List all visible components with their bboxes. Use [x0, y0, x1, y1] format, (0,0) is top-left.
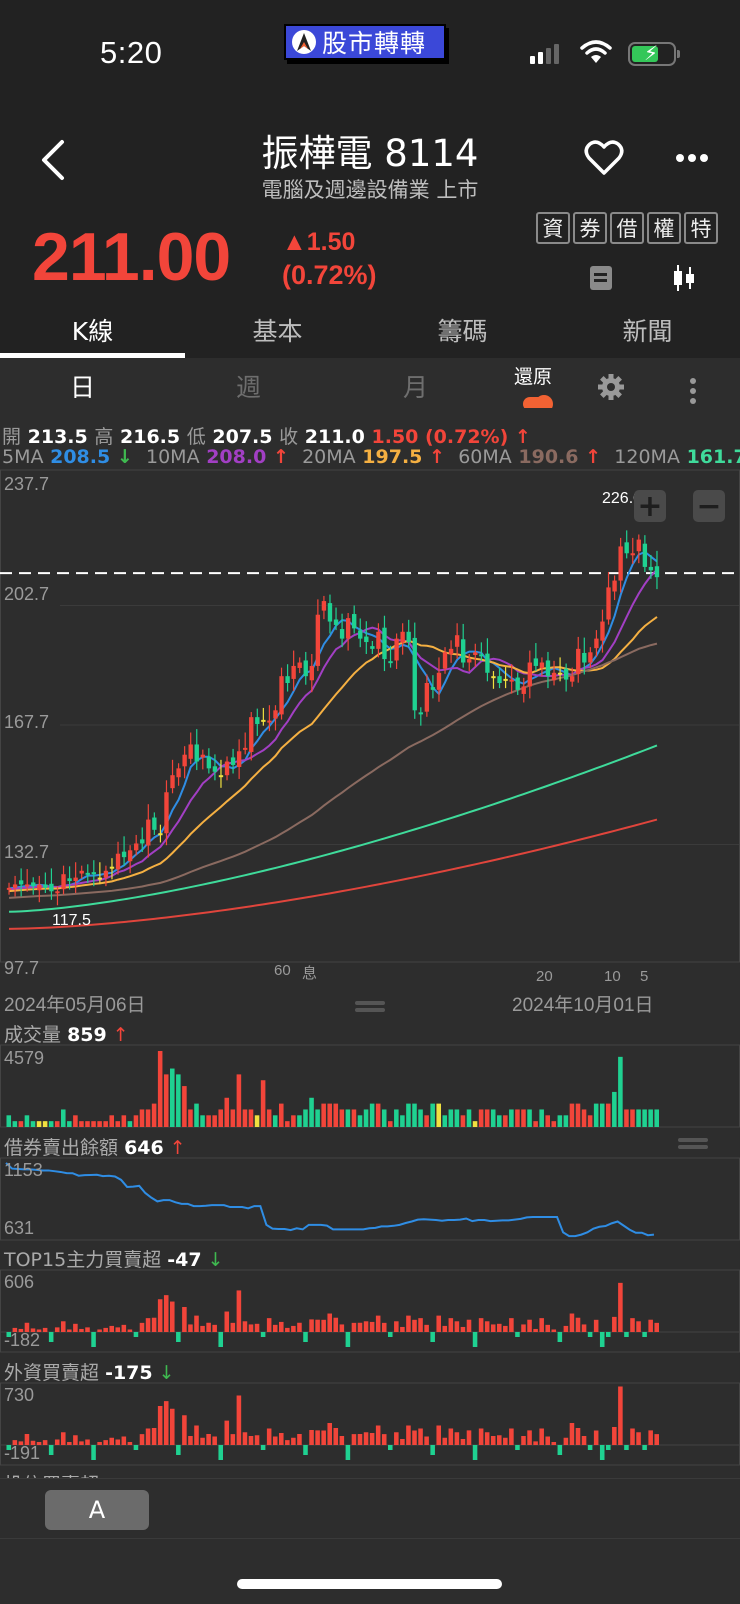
- battery-icon: ⚡: [628, 41, 680, 66]
- tab-chips[interactable]: 籌碼: [437, 317, 488, 346]
- y-label-4: 132.7: [4, 842, 50, 862]
- tab-kline[interactable]: K線: [0, 308, 185, 358]
- current-price: 211.00: [32, 219, 231, 295]
- resize-handle[interactable]: [678, 1138, 708, 1142]
- foreign-title: 外資買賣超 -175 ↓: [4, 1362, 175, 1384]
- volume-chart[interactable]: [0, 1044, 740, 1130]
- ma5-marker: 5: [640, 968, 649, 985]
- tag-warrant[interactable]: 權: [647, 212, 681, 244]
- tab-fundamentals[interactable]: 基本: [252, 317, 303, 346]
- price-change: ▲1.50: [282, 228, 356, 256]
- top15-chart[interactable]: [0, 1269, 740, 1355]
- ohlc-line: 開 213.5 高 216.5 低 207.5 收 211.0 1.50 (0.…: [2, 426, 531, 448]
- home-indicator[interactable]: [237, 1579, 502, 1589]
- stock-header: 振樺電 8114 電腦及週邊設備業 上市 211.00 ▲1.50 (0.72%…: [0, 110, 740, 350]
- y-label-min: 97.7: [4, 958, 40, 978]
- divider: [0, 1538, 740, 1539]
- tab-news[interactable]: 新聞: [622, 317, 673, 346]
- top15-title: TOP15主力買賣超 -47 ↓: [4, 1249, 224, 1271]
- brand-banner: 股市轉轉: [284, 24, 446, 60]
- period-month[interactable]: 月: [403, 373, 429, 402]
- settings-gear-icon[interactable]: [598, 374, 624, 400]
- period-week[interactable]: 週: [236, 373, 262, 402]
- top15-min-label: -182: [4, 1330, 41, 1350]
- status-time: 5:20: [100, 35, 163, 70]
- restore-label: 還原: [514, 366, 553, 388]
- volume-title: 成交量 859 ↑: [4, 1024, 129, 1046]
- end-date: 2024年10月01日: [512, 995, 654, 1016]
- note-icon[interactable]: [590, 266, 612, 290]
- back-arrow-icon[interactable]: [38, 138, 68, 182]
- period-day[interactable]: 日: [70, 373, 96, 402]
- foreign-max-label: 730: [4, 1385, 35, 1405]
- tag-margin[interactable]: 資: [536, 212, 570, 244]
- more-options-icon[interactable]: [676, 154, 708, 162]
- low-marker: 117.5: [52, 912, 91, 929]
- short-balance-title: 借券賣出餘額 646 ↑: [4, 1137, 186, 1159]
- y-label-max: 237.7: [4, 474, 50, 494]
- candlestick-chart[interactable]: [0, 469, 740, 986]
- foreign-min-label: -191: [4, 1443, 41, 1463]
- resize-handle[interactable]: [355, 1001, 385, 1005]
- favorite-heart-icon[interactable]: [584, 140, 624, 176]
- main-tabs: K線 基本 籌碼 新聞: [0, 308, 740, 358]
- brand-logo-icon: [292, 30, 316, 54]
- a-button[interactable]: A: [45, 1490, 149, 1530]
- wifi-icon: [580, 40, 612, 63]
- short-min-label: 631: [4, 1218, 35, 1238]
- y-label-2: 202.7: [4, 584, 50, 604]
- stock-industry: 電腦及週邊設備業 上市: [261, 178, 479, 202]
- ma60-marker: 60: [274, 962, 291, 979]
- chart-menu-icon[interactable]: [690, 378, 696, 404]
- ma10-marker: 10: [604, 968, 621, 985]
- tag-special[interactable]: 特: [684, 212, 718, 244]
- tag-short[interactable]: 券: [573, 212, 607, 244]
- top15-max-label: 606: [4, 1272, 35, 1292]
- short-max-label: 1153: [4, 1160, 43, 1180]
- volume-max-label: 4579: [4, 1048, 45, 1068]
- stock-title: 振樺電 8114: [261, 132, 479, 175]
- y-label-3: 167.7: [4, 712, 50, 732]
- stock-tags: 資 券 借 權 特: [536, 212, 718, 244]
- signal-icon: [530, 44, 559, 64]
- tag-borrow[interactable]: 借: [610, 212, 644, 244]
- zoom-in-button[interactable]: +: [634, 489, 666, 524]
- trust-title: 投信買賣超: [4, 1470, 99, 1478]
- ma20-marker: 20: [536, 968, 553, 985]
- zoom-out-button[interactable]: −: [693, 489, 725, 524]
- short-balance-chart[interactable]: [0, 1157, 740, 1243]
- high-marker: 226.0: [602, 490, 643, 507]
- ma-line: 5MA 208.5 ↓ 10MA 208.0 ↑ 20MA 197.5 ↑ 60…: [2, 446, 740, 468]
- brand-name: 股市轉轉: [322, 29, 427, 58]
- candlestick-icon[interactable]: [672, 265, 696, 291]
- period-selector: 日 週 月: [0, 358, 740, 408]
- price-change-percent: (0.72%): [282, 260, 377, 290]
- dividend-marker: 息: [302, 965, 318, 982]
- foreign-chart[interactable]: [0, 1382, 740, 1468]
- start-date: 2024年05月06日: [4, 995, 146, 1016]
